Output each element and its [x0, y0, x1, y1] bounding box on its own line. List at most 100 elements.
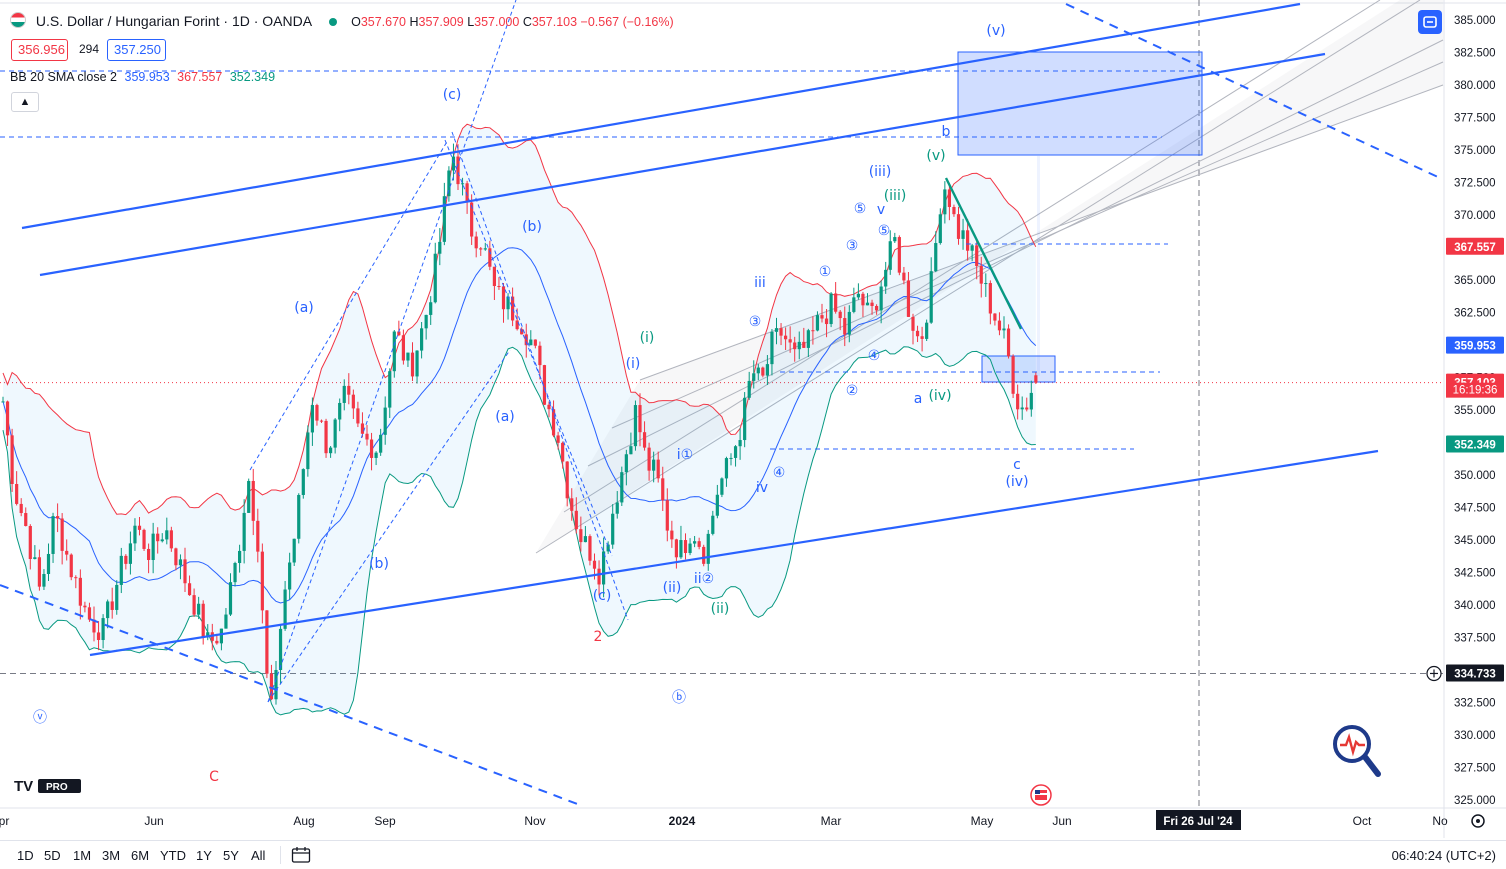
candle: [652, 451, 656, 483]
candle: [329, 446, 333, 458]
price-tick-label: 365.000: [1454, 275, 1496, 287]
wave-label: i①: [677, 447, 693, 463]
candle: [551, 400, 556, 438]
candle: [688, 538, 692, 556]
price-axis[interactable]: 325.000327.500330.000332.500335.000337.5…: [1426, 15, 1504, 807]
price-tick-label: 347.500: [1454, 503, 1496, 515]
wave-label: (a): [294, 300, 314, 316]
candle: [224, 607, 228, 629]
candle: [511, 287, 515, 327]
candle: [479, 247, 483, 256]
range-ytd-button[interactable]: YTD: [160, 848, 186, 863]
candle: [333, 418, 337, 454]
candle: [847, 305, 851, 343]
countdown-label: 16:19:36: [1453, 385, 1498, 397]
candle: [160, 533, 164, 543]
indicator-legend[interactable]: BB 20 SMA close 2 359.953 367.557 352.34…: [10, 70, 275, 84]
candle: [820, 303, 824, 323]
candle: [561, 441, 565, 469]
candle: [956, 206, 961, 245]
ask-box[interactable]: 357.250: [107, 39, 166, 61]
range-6m-button[interactable]: 6M: [131, 848, 150, 863]
candle: [265, 610, 269, 679]
wave-labels: (v)(c)b(v)(iii)(iii)⑤ v(b) ⑤③①iii(a)③(i)④(…: [33, 23, 1029, 785]
candle: [474, 231, 478, 258]
highlight-bar: [1037, 156, 1040, 376]
range-5y-button[interactable]: 5Y: [223, 848, 239, 863]
wave-label: (ii): [711, 601, 730, 617]
candle: [961, 218, 965, 250]
candle: [60, 513, 64, 565]
ohlc-values: O357.670 H357.909 L357.000 C357.103 −0.5…: [351, 15, 674, 29]
candle: [142, 528, 146, 551]
candle: [342, 379, 346, 411]
wave-label: b: [942, 124, 951, 140]
time-tick-label: Sep: [374, 814, 396, 828]
candle: [356, 401, 360, 428]
candle: [219, 628, 223, 651]
trend-channel-line: [39, 52, 1326, 277]
candle: [984, 273, 988, 297]
symbol-title[interactable]: U.S. Dollar / Hungarian Forint · 1D · OA…: [35, 13, 312, 29]
wave-label: ⓑ: [672, 690, 686, 706]
magnifier-icon[interactable]: [1330, 722, 1386, 787]
candle: [247, 478, 251, 513]
candle: [861, 291, 865, 318]
candle: [815, 311, 820, 332]
wave-label: ④: [868, 348, 881, 364]
candle: [952, 204, 956, 217]
collapse-legend-button[interactable]: ▲: [11, 92, 39, 112]
wave-label: ③: [749, 314, 762, 330]
price-tick-label: 372.500: [1454, 178, 1496, 190]
candle: [997, 312, 1002, 336]
time-tick-label: Aug: [293, 814, 314, 828]
candle: [852, 287, 856, 314]
candle: [106, 599, 110, 629]
candle: [875, 304, 879, 315]
candle: [260, 543, 264, 624]
events-flag-icon[interactable]: [1030, 784, 1052, 811]
candle: [779, 323, 783, 346]
time-axis[interactable]: Apr Jun Aug Sep Nov 2024 Mar May Jun Fri 26 Jul '…: [0, 810, 1485, 830]
candle: [533, 339, 537, 349]
date-range-icon[interactable]: [291, 846, 311, 867]
candle: [565, 461, 569, 507]
candle: [187, 575, 192, 596]
candle: [966, 218, 970, 261]
trend-channel-line: [89, 449, 1379, 657]
time-tick-label: May: [971, 814, 994, 828]
clock[interactable]: 06:40:24 (UTC+2): [1391, 848, 1496, 863]
range-1m-button[interactable]: 1M: [73, 848, 92, 863]
candle: [42, 569, 46, 590]
candle: [629, 432, 633, 455]
candle: [315, 403, 319, 426]
bid-box[interactable]: 356.956: [11, 39, 68, 61]
candle: [824, 309, 829, 338]
price-tick-label: 382.500: [1454, 48, 1496, 60]
price-tick-label: 325.000: [1454, 795, 1496, 807]
range-all-button[interactable]: All: [251, 848, 266, 863]
candle: [87, 602, 92, 622]
candle: [920, 326, 924, 352]
candle: [169, 526, 173, 552]
candle: [78, 569, 82, 620]
candle: [388, 368, 392, 419]
price-tick-label: 370.000: [1454, 210, 1496, 222]
dashed-trendline: [1065, 3, 1441, 179]
price-label-bb-lower: 352.349: [1454, 439, 1496, 451]
candle: [119, 547, 123, 594]
candle: [465, 180, 469, 214]
fullscreen-button[interactable]: [1418, 10, 1442, 34]
wave-label: ⓥ: [33, 710, 47, 726]
candle: [925, 319, 929, 342]
candle: [1034, 372, 1038, 384]
range-1d-button[interactable]: 1D: [17, 848, 34, 863]
candle: [620, 466, 624, 507]
candle: [433, 242, 437, 304]
candle: [583, 526, 587, 543]
range-5d-button[interactable]: 5D: [44, 848, 61, 863]
drawings-over[interactable]: [0, 0, 1441, 806]
range-1y-button[interactable]: 1Y: [196, 848, 212, 863]
range-3m-button[interactable]: 3M: [102, 848, 121, 863]
